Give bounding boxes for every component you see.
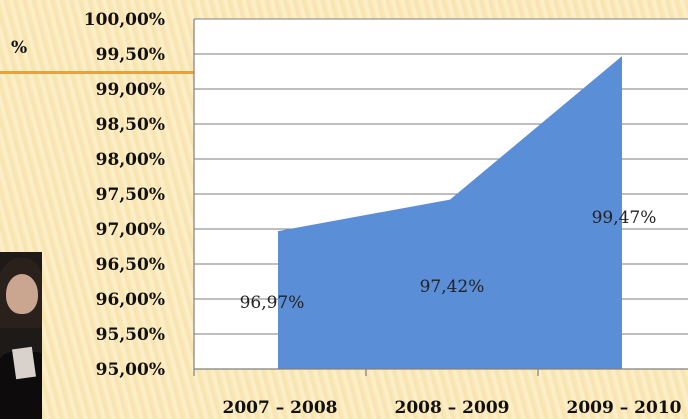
y-tick-label: 97,50% — [96, 185, 165, 205]
percent-header: % — [11, 38, 28, 58]
photo-face — [6, 274, 38, 314]
y-tick-label: 95,50% — [96, 325, 165, 345]
data-label: 99,47% — [592, 208, 657, 228]
data-label: 96,97% — [240, 293, 305, 313]
y-tick-label: 95,00% — [96, 360, 165, 380]
y-tick-label: 98,00% — [96, 150, 165, 170]
y-tick-label: 99,50% — [96, 45, 165, 65]
x-tick-label: 2007 – 2008 — [223, 398, 338, 418]
person-photo — [0, 252, 42, 419]
header-divider — [0, 71, 200, 74]
y-tick-label: 99,00% — [96, 80, 165, 100]
x-tick-label: 2009 – 2010 — [567, 398, 682, 418]
x-tick-label: 2008 – 2009 — [395, 398, 510, 418]
area-series — [278, 56, 622, 369]
y-tick-label: 100,00% — [84, 10, 165, 30]
y-tick-label: 96,00% — [96, 290, 165, 310]
y-tick-label: 97,00% — [96, 220, 165, 240]
y-tick-label: 98,50% — [96, 115, 165, 135]
data-label: 97,42% — [420, 277, 485, 297]
y-tick-label: 96,50% — [96, 255, 165, 275]
